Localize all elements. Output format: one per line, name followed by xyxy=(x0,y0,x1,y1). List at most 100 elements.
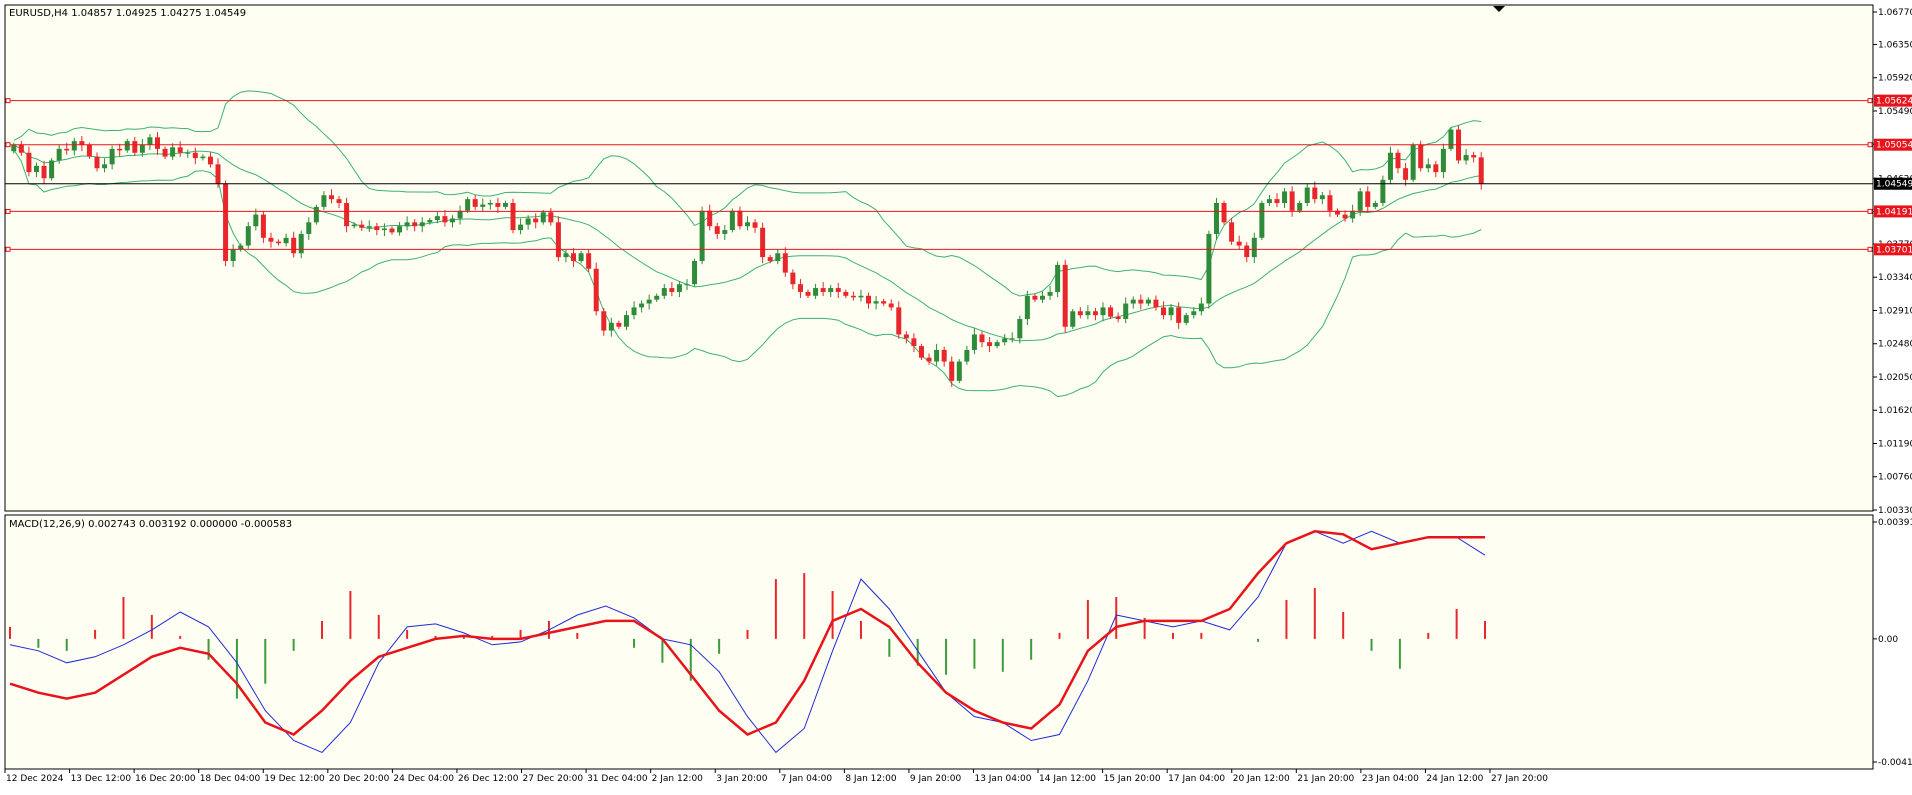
candle[interactable] xyxy=(1266,194,1272,207)
candle[interactable] xyxy=(1130,296,1136,309)
candle[interactable] xyxy=(502,200,508,210)
candle[interactable] xyxy=(684,279,690,291)
candle[interactable] xyxy=(820,282,826,297)
candle[interactable] xyxy=(155,132,160,155)
candle[interactable] xyxy=(1062,259,1068,333)
level-handle-icon[interactable] xyxy=(1867,98,1873,104)
candle[interactable] xyxy=(745,216,750,231)
candle[interactable] xyxy=(344,197,350,233)
candle[interactable] xyxy=(1365,186,1371,213)
candle[interactable] xyxy=(1108,305,1114,319)
candle[interactable] xyxy=(215,158,221,188)
candle[interactable] xyxy=(56,144,62,164)
candle[interactable] xyxy=(207,152,213,168)
candle[interactable] xyxy=(1221,200,1227,225)
price-panel[interactable]: 1.067701.063501.059201.054901.050601.046… xyxy=(4,4,1912,516)
candle[interactable] xyxy=(994,339,1000,349)
candle[interactable] xyxy=(1092,308,1098,321)
candle[interactable] xyxy=(646,294,652,310)
level-handle-icon[interactable] xyxy=(1867,142,1873,148)
candle[interactable] xyxy=(525,215,531,230)
candle[interactable] xyxy=(1017,315,1023,344)
candle[interactable] xyxy=(351,222,357,229)
candle[interactable] xyxy=(934,343,940,366)
candle[interactable] xyxy=(949,356,955,387)
candle[interactable] xyxy=(86,142,92,159)
candle[interactable] xyxy=(147,134,153,151)
candle[interactable] xyxy=(752,219,758,233)
candle[interactable] xyxy=(601,308,607,336)
candle[interactable] xyxy=(1244,242,1250,263)
candle[interactable] xyxy=(1138,294,1144,310)
candle[interactable] xyxy=(472,194,478,211)
candle[interactable] xyxy=(835,282,841,298)
candle[interactable] xyxy=(132,136,138,156)
candle[interactable] xyxy=(71,137,77,156)
candle[interactable] xyxy=(238,243,244,252)
candle[interactable] xyxy=(480,198,486,212)
candle[interactable] xyxy=(714,222,720,240)
candle[interactable] xyxy=(828,284,834,298)
candle[interactable] xyxy=(1463,149,1469,165)
candle[interactable] xyxy=(737,206,743,230)
candle[interactable] xyxy=(79,136,85,152)
candle[interactable] xyxy=(170,143,176,160)
candle[interactable] xyxy=(200,154,206,161)
candle[interactable] xyxy=(669,282,675,297)
candle[interactable] xyxy=(760,222,766,264)
candle[interactable] xyxy=(1123,297,1129,324)
level-handle-icon[interactable] xyxy=(5,208,11,214)
candle[interactable] xyxy=(1282,188,1288,209)
candle[interactable] xyxy=(33,162,39,178)
candle[interactable] xyxy=(1425,158,1431,173)
candle[interactable] xyxy=(1418,140,1424,172)
candle[interactable] xyxy=(918,343,924,360)
candle[interactable] xyxy=(359,220,365,231)
candle[interactable] xyxy=(465,196,471,214)
candle[interactable] xyxy=(1274,193,1280,208)
candle[interactable] xyxy=(881,298,887,306)
candle[interactable] xyxy=(510,198,516,234)
candle[interactable] xyxy=(1304,183,1310,207)
candle[interactable] xyxy=(979,331,985,348)
candle[interactable] xyxy=(450,215,455,228)
candle[interactable] xyxy=(775,249,781,265)
candle[interactable] xyxy=(419,217,425,233)
candle[interactable] xyxy=(1206,230,1212,309)
candle[interactable] xyxy=(1335,208,1340,217)
candle[interactable] xyxy=(366,220,372,232)
candle[interactable] xyxy=(117,143,123,157)
candle[interactable] xyxy=(139,138,145,157)
candle[interactable] xyxy=(283,233,289,247)
candle[interactable] xyxy=(593,262,599,316)
candle[interactable] xyxy=(1161,301,1167,320)
candle[interactable] xyxy=(1002,334,1008,346)
candle[interactable] xyxy=(192,147,198,165)
candle[interactable] xyxy=(1403,163,1409,186)
candle[interactable] xyxy=(1115,312,1121,323)
candle[interactable] xyxy=(586,249,592,272)
candle[interactable] xyxy=(790,269,796,290)
candle[interactable] xyxy=(1380,175,1386,207)
candle[interactable] xyxy=(26,146,32,177)
level-handle-icon[interactable] xyxy=(5,246,11,252)
chart-shift-marker-icon[interactable] xyxy=(1493,6,1505,12)
candle[interactable] xyxy=(956,359,962,384)
candle[interactable] xyxy=(109,145,115,170)
candle[interactable] xyxy=(1153,295,1159,311)
candle[interactable] xyxy=(911,333,917,353)
candle[interactable] xyxy=(313,204,319,225)
candle[interactable] xyxy=(797,279,803,298)
candle[interactable] xyxy=(631,301,637,320)
candle[interactable] xyxy=(1372,200,1378,210)
candle[interactable] xyxy=(245,222,251,249)
macd-panel[interactable]: 0.00391 0.00 -0.00412 MACD(12,26,9) 0.0027… xyxy=(4,514,1912,770)
candle[interactable] xyxy=(389,226,395,235)
candle[interactable] xyxy=(1236,235,1242,250)
candle[interactable] xyxy=(555,216,561,262)
candle[interactable] xyxy=(162,146,168,159)
candle[interactable] xyxy=(177,141,183,157)
candle[interactable] xyxy=(866,292,872,309)
level-handle-icon[interactable] xyxy=(5,142,11,148)
